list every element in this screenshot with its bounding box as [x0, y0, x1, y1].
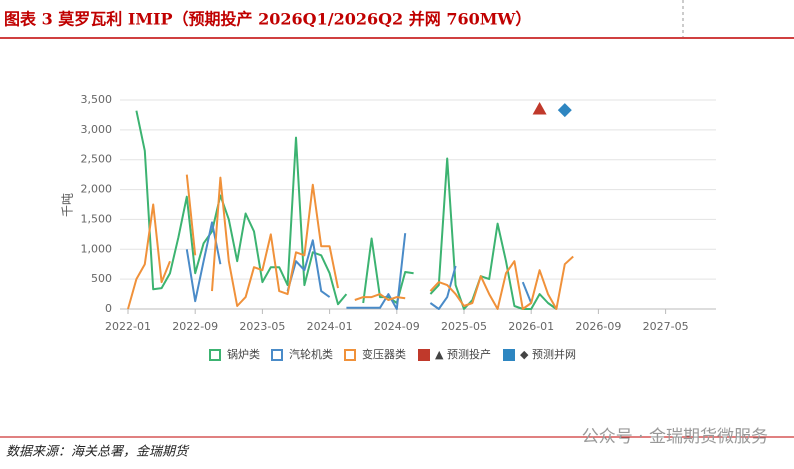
y-axis-label: 千吨	[61, 193, 75, 217]
x-tick-label: 2025-05	[441, 320, 487, 333]
legend-label: ◆ 预测并网	[520, 347, 576, 361]
y-tick-label: 3,500	[81, 93, 113, 106]
y-tick-label: 3,000	[81, 123, 113, 136]
legend-swatch	[271, 349, 283, 361]
y-tick-label: 2,500	[81, 153, 113, 166]
watermark: 公众号 · 金瑞期货微服务	[582, 427, 768, 447]
forecast-marker	[532, 101, 547, 115]
y-tick-label: 500	[91, 272, 112, 285]
series-line	[185, 221, 533, 310]
x-tick-label: 2024-09	[374, 320, 420, 333]
source: 数据来源：海关总署，金瑞期货	[6, 444, 190, 460]
x-tick-label: 2026-01	[508, 320, 554, 333]
legend-swatch	[344, 349, 356, 361]
series-line	[127, 174, 574, 310]
legend-label: 汽轮机类	[289, 347, 333, 361]
y-tick-label: 1,000	[81, 242, 113, 255]
legend-label: 锅炉类	[227, 347, 260, 361]
series-line	[135, 110, 557, 310]
legend-swatch	[503, 349, 515, 361]
legend-swatch	[418, 349, 430, 361]
x-tick-label: 2027-05	[643, 320, 689, 333]
forecast-marker	[557, 103, 572, 118]
chart-title: 图表 3 莫罗瓦利 IMIP（预期投产 2026Q1/2026Q2 并网 760…	[4, 10, 531, 29]
x-tick-label: 2023-05	[239, 320, 285, 333]
x-tick-label: 2022-01	[105, 320, 151, 333]
x-tick-label: 2022-09	[172, 320, 218, 333]
y-tick-label: 0	[105, 302, 112, 315]
y-tick-label: 1,500	[81, 212, 113, 225]
x-tick-label: 2026-09	[575, 320, 621, 333]
legend-label: 变压器类	[362, 347, 406, 361]
x-tick-label: 2024-01	[307, 320, 353, 333]
legend-label: ▲ 预测投产	[435, 347, 491, 361]
y-tick-label: 2,000	[81, 183, 113, 196]
legend-swatch	[209, 349, 221, 361]
